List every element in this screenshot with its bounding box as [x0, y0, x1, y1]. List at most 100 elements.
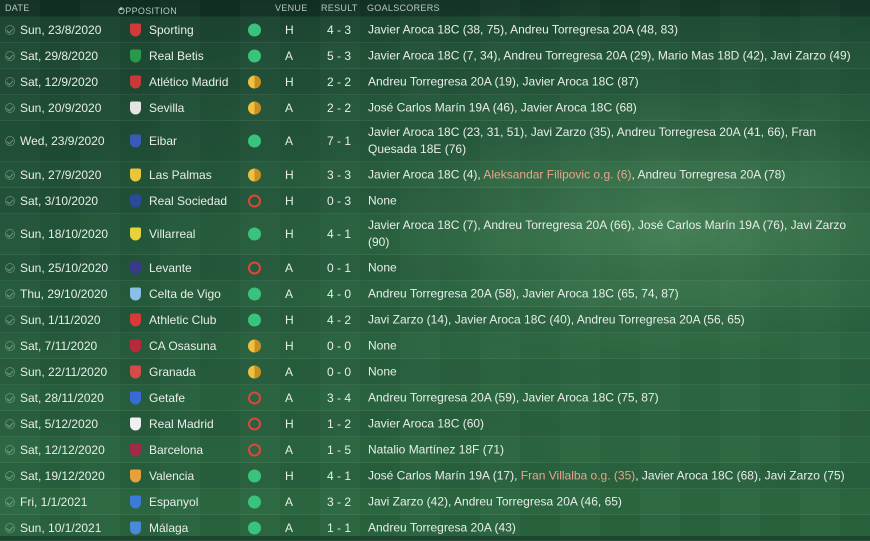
opponent-name[interactable]: Valencia — [149, 468, 195, 483]
goalscorer-text: Javi Zarzo (14), Javier Aroca 18C (40), … — [368, 312, 745, 326]
match-row[interactable]: Sat, 28/11/2020 Getafe A 3 - 4 Andreu Torreg… — [0, 385, 870, 411]
match-date: Sat, 19/12/2020 — [20, 468, 105, 483]
table-header: DATE ▲ OPPOSITION VENUE RESULT GOALSCORER… — [0, 0, 870, 16]
match-row[interactable]: Sat, 7/11/2020 CA Osasuna H 0 - 0 None — [0, 333, 870, 359]
opponent-name[interactable]: Atlético Madrid — [149, 74, 229, 89]
match-result[interactable]: 4 - 3 — [327, 22, 352, 37]
club-crest-icon — [130, 339, 141, 352]
match-result[interactable]: 3 - 2 — [327, 494, 352, 509]
goalscorer-text: Andreu Torregresa 20A (58), Javier Aroca… — [368, 286, 679, 300]
draw-indicator-icon — [248, 339, 261, 352]
goalscorers: None — [368, 337, 864, 354]
opponent-name[interactable]: Real Betis — [149, 48, 204, 63]
match-result[interactable]: 0 - 1 — [327, 260, 352, 275]
win-indicator-icon — [248, 227, 261, 241]
opponent-name[interactable]: Espanyol — [149, 494, 199, 509]
match-row[interactable]: Thu, 29/10/2020 Celta de Vigo A 4 - 0 Andreu… — [0, 281, 870, 307]
match-list: Sun, 23/8/2020 Sporting H 4 - 3 Javier Aroca… — [0, 17, 870, 541]
goalscorers: Andreu Torregresa 20A (19), Javier Aroca… — [368, 73, 864, 90]
opponent-name[interactable]: Getafe — [149, 390, 186, 405]
column-header-goalscorers[interactable]: GOALSCORERS — [367, 3, 440, 13]
goalscorers: Javier Aroca 18C (7, 34), Andreu Torregr… — [368, 47, 864, 64]
played-check-icon — [5, 262, 15, 273]
match-result[interactable]: 2 - 2 — [327, 74, 352, 89]
column-header-date[interactable]: DATE — [5, 3, 30, 13]
played-check-icon — [5, 444, 15, 455]
match-row[interactable]: Sat, 12/12/2020 Barcelona A 1 - 5 Natalio Ma… — [0, 437, 870, 463]
win-indicator-icon — [248, 23, 261, 36]
match-result[interactable]: 0 - 0 — [327, 338, 352, 353]
opponent-name[interactable]: Real Madrid — [149, 416, 214, 431]
opponent-name[interactable]: Celta de Vigo — [149, 286, 221, 301]
played-check-icon — [5, 418, 15, 429]
goalscorers: Javi Zarzo (14), Javier Aroca 18C (40), … — [368, 311, 864, 328]
goalscorer-text: Javier Aroca 18C (23, 31, 51), Javi Zarz… — [368, 125, 817, 156]
goalscorer-text: Javier Aroca 18C (60) — [368, 416, 485, 430]
opponent-name[interactable]: Granada — [149, 364, 196, 379]
match-venue: A — [285, 260, 294, 275]
column-header-result[interactable]: RESULT — [321, 3, 358, 13]
goalscorer-text: None — [368, 193, 397, 207]
match-row[interactable]: Sat, 29/8/2020 Real Betis A 5 - 3 Javier Aro… — [0, 43, 870, 69]
match-date: Sun, 22/11/2020 — [20, 364, 108, 379]
match-result[interactable]: 0 - 3 — [327, 193, 352, 208]
opponent-name[interactable]: Las Palmas — [149, 167, 212, 182]
opponent-name[interactable]: CA Osasuna — [149, 338, 217, 353]
match-venue: H — [285, 22, 294, 37]
opponent-name[interactable]: Real Sociedad — [149, 193, 228, 208]
match-result[interactable]: 0 - 0 — [327, 364, 352, 379]
match-row[interactable]: Sat, 3/10/2020 Real Sociedad H 0 - 3 None — [0, 188, 870, 214]
opponent-name[interactable]: Eibar — [149, 134, 178, 148]
match-result[interactable]: 1 - 2 — [327, 416, 352, 431]
match-row[interactable]: Sat, 12/9/2020 Atlético Madrid H 2 - 2 Andre… — [0, 69, 870, 95]
match-row[interactable]: Sun, 22/11/2020 Granada A 0 - 0 None — [0, 359, 870, 385]
match-row[interactable]: Fri, 1/1/2021 Espanyol A 3 - 2 Javi Zarzo (4… — [0, 489, 870, 515]
match-row[interactable]: Sat, 5/12/2020 Real Madrid H 1 - 2 Javier Ar… — [0, 411, 870, 437]
match-result[interactable]: 7 - 1 — [327, 134, 352, 148]
match-venue: A — [285, 520, 294, 535]
played-check-icon — [5, 392, 15, 403]
goalscorer-text: Javier Aroca 18C (7, 34), Andreu Torregr… — [368, 48, 851, 62]
match-row[interactable]: Sun, 20/9/2020 Sevilla A 2 - 2 José Carlos M… — [0, 95, 870, 121]
played-check-icon — [5, 470, 15, 481]
match-row[interactable]: Wed, 23/9/2020 Eibar A 7 - 1 Javier Aroca 18… — [0, 121, 870, 162]
opponent-name[interactable]: Villarreal — [149, 227, 196, 241]
match-result[interactable]: 4 - 0 — [327, 286, 352, 301]
column-header-venue[interactable]: VENUE — [275, 3, 308, 13]
club-crest-icon — [130, 261, 141, 274]
played-check-icon — [5, 136, 15, 146]
match-venue: H — [285, 227, 294, 241]
match-result[interactable]: 5 - 3 — [327, 48, 352, 63]
goalscorer-text: Javi Zarzo (42), Andreu Torregresa 20A (… — [368, 494, 622, 508]
match-row[interactable]: Sun, 10/1/2021 Málaga A 1 - 1 Andreu Torregr… — [0, 515, 870, 541]
club-crest-icon — [130, 521, 141, 534]
goalscorers: Andreu Torregresa 20A (43) — [368, 519, 864, 536]
match-row[interactable]: Sun, 27/9/2020 Las Palmas H 3 - 3 Javier Aro… — [0, 162, 870, 188]
opponent-name[interactable]: Sporting — [149, 22, 194, 37]
match-result[interactable]: 4 - 1 — [327, 468, 352, 483]
opponent-name[interactable]: Sevilla — [149, 100, 185, 115]
opponent-name[interactable]: Levante — [149, 260, 192, 275]
match-row[interactable]: Sat, 19/12/2020 Valencia H 4 - 1 José Carlos… — [0, 463, 870, 489]
match-result[interactable]: 2 - 2 — [327, 100, 352, 115]
match-result[interactable]: 1 - 1 — [327, 520, 352, 535]
match-result[interactable]: 4 - 2 — [327, 312, 352, 327]
match-row[interactable]: Sun, 23/8/2020 Sporting H 4 - 3 Javier Aroca… — [0, 17, 870, 43]
match-result[interactable]: 3 - 3 — [327, 167, 352, 182]
opponent-name[interactable]: Barcelona — [149, 442, 204, 457]
win-indicator-icon — [248, 49, 261, 62]
loss-indicator-icon — [248, 261, 261, 274]
match-result[interactable]: 3 - 4 — [327, 390, 352, 405]
match-venue: A — [285, 286, 294, 301]
match-row[interactable]: Sun, 25/10/2020 Levante A 0 - 1 None — [0, 255, 870, 281]
opponent-name[interactable]: Athletic Club — [149, 312, 217, 327]
match-result[interactable]: 4 - 1 — [327, 227, 352, 241]
goalscorers: Javier Aroca 18C (23, 31, 51), Javi Zarz… — [368, 124, 864, 158]
match-result[interactable]: 1 - 5 — [327, 442, 352, 457]
match-row[interactable]: Sun, 18/10/2020 Villarreal H 4 - 1 Javier Ar… — [0, 214, 870, 255]
opponent-name[interactable]: Málaga — [149, 520, 189, 535]
match-row[interactable]: Sun, 1/11/2020 Athletic Club H 4 - 2 Javi Za… — [0, 307, 870, 333]
match-venue: H — [285, 312, 294, 327]
match-date: Sun, 23/8/2020 — [20, 22, 102, 37]
